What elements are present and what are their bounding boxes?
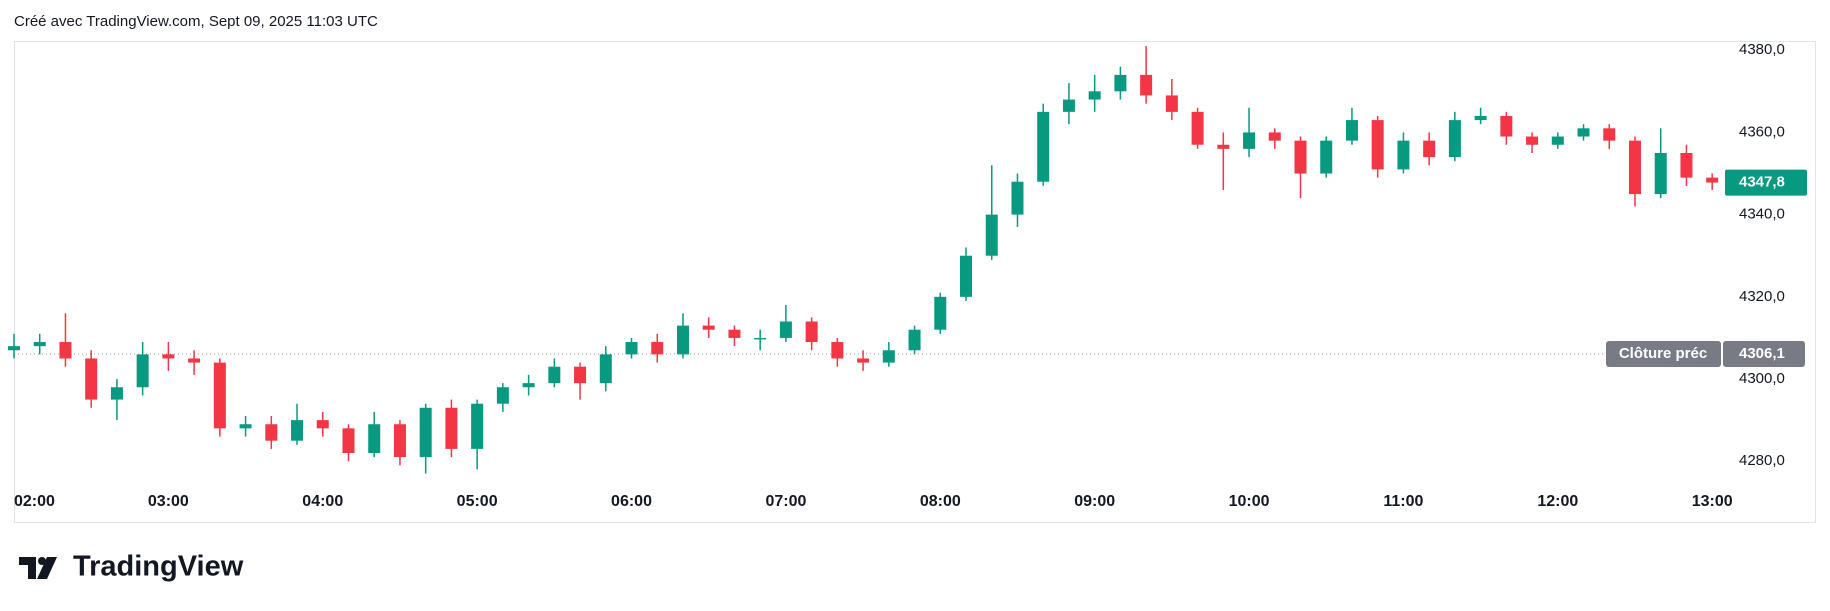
candle-body xyxy=(188,358,201,363)
x-tick-label: 13:00 xyxy=(1692,493,1733,510)
candle-body xyxy=(754,337,767,340)
x-tick-label: 11:00 xyxy=(1383,493,1423,510)
candle-body xyxy=(1551,136,1564,145)
candle-body xyxy=(1526,136,1539,145)
candle-body xyxy=(1320,140,1333,174)
candle-body xyxy=(522,383,535,388)
candle-body xyxy=(110,387,123,400)
candle-body xyxy=(1114,74,1127,92)
candle-body xyxy=(702,325,715,330)
candle-body xyxy=(1011,181,1024,215)
last-price-badge xyxy=(1725,169,1807,196)
candle-body xyxy=(960,255,973,297)
x-tick-label: 09:00 xyxy=(1074,493,1115,510)
candle-body xyxy=(291,420,304,441)
y-tick-label: 4300,0 xyxy=(1739,370,1785,387)
candle-body xyxy=(1191,111,1204,145)
candle-body xyxy=(1294,140,1307,174)
candle-body xyxy=(882,350,895,363)
candle-body xyxy=(1062,99,1075,112)
candle-body xyxy=(676,325,689,355)
candle-body xyxy=(1500,115,1513,137)
candle-body xyxy=(1706,177,1719,183)
candle-body xyxy=(1423,140,1436,158)
y-tick-label: 4280,0 xyxy=(1739,452,1785,469)
x-tick-label: 07:00 xyxy=(765,493,806,510)
candle-body xyxy=(316,420,329,429)
candle-body xyxy=(548,366,561,384)
candle-body xyxy=(368,424,381,454)
x-tick-label: 05:00 xyxy=(457,493,498,510)
candle-body xyxy=(1577,128,1590,137)
y-tick-label: 4320,0 xyxy=(1739,288,1785,305)
candle-body xyxy=(651,342,664,355)
x-tick-label: 06:00 xyxy=(611,493,652,510)
candle-body xyxy=(136,354,149,388)
candle-body xyxy=(1345,120,1358,141)
candle-body xyxy=(393,424,406,458)
y-tick-label: 4380,0 xyxy=(1739,41,1785,58)
candle-body xyxy=(908,329,921,351)
x-tick-label: 04:00 xyxy=(302,493,343,510)
prev-close-title: Clôture préc xyxy=(1619,345,1707,362)
candle-body xyxy=(1140,74,1153,96)
candle-body xyxy=(239,424,252,429)
x-tick-label: 02:00 xyxy=(14,493,55,510)
x-tick-label: 08:00 xyxy=(920,493,961,510)
candle-body xyxy=(728,329,741,338)
candle-body xyxy=(779,321,792,338)
candle-body xyxy=(1680,152,1693,178)
candle-body xyxy=(831,342,844,359)
candle-body xyxy=(33,342,46,347)
candle-body xyxy=(1397,140,1410,170)
candle-body xyxy=(1371,120,1384,170)
candle-body xyxy=(805,321,818,343)
candle-body xyxy=(59,342,72,359)
prev-close-badge xyxy=(1723,340,1805,367)
candle-body xyxy=(265,424,278,441)
candle-body xyxy=(857,358,870,363)
candle-body xyxy=(1448,120,1461,158)
candle-body xyxy=(8,346,20,351)
logo-icon xyxy=(19,557,57,579)
y-tick-label: 4340,0 xyxy=(1739,206,1785,223)
x-tick-label: 10:00 xyxy=(1229,493,1270,510)
candle-body xyxy=(1243,132,1256,149)
candle-body xyxy=(162,354,175,359)
candle-body xyxy=(445,407,458,449)
candle-body xyxy=(213,362,226,429)
candle-body xyxy=(1474,115,1487,121)
prev-close-title-bg xyxy=(1606,340,1721,367)
candle-body xyxy=(599,354,612,384)
candle-body xyxy=(574,366,587,384)
candle-body xyxy=(1217,144,1230,149)
candle-body xyxy=(985,214,998,256)
candle-body xyxy=(419,407,432,458)
candle-body xyxy=(1654,152,1667,195)
candle-body xyxy=(471,403,484,449)
header: Créé avec TradingView.com, Sept 09, 2025… xyxy=(14,13,378,30)
x-tick-label: 03:00 xyxy=(148,493,189,510)
brand: TradingView xyxy=(73,551,244,583)
candle-body xyxy=(1165,95,1178,112)
candle-body xyxy=(625,342,638,355)
chart-frame xyxy=(14,41,1816,523)
candle-body xyxy=(342,428,355,454)
y-tick-label: 4360,0 xyxy=(1739,123,1785,140)
x-tick-label: 12:00 xyxy=(1537,493,1578,510)
candle-body xyxy=(1088,91,1101,100)
last-price-label: 4347,8 xyxy=(1739,174,1785,191)
candle-body xyxy=(1268,132,1281,141)
candle-body xyxy=(85,358,98,400)
candle-body xyxy=(1037,111,1050,182)
prev-close-label: 4306,1 xyxy=(1739,345,1785,362)
candle-body xyxy=(934,296,947,330)
candle-body xyxy=(1628,140,1641,195)
candle-body xyxy=(496,387,509,404)
candle-body xyxy=(1603,128,1616,141)
